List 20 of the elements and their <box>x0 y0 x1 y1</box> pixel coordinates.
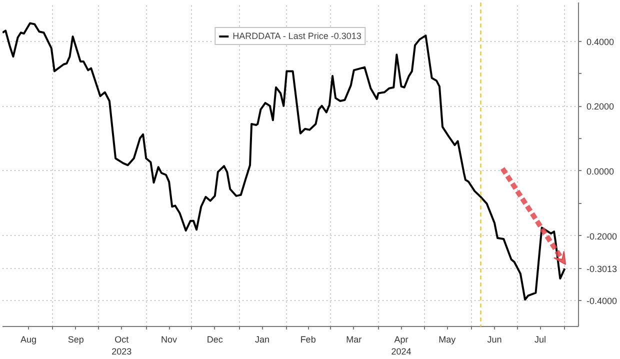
x-tick-label: May <box>438 334 456 344</box>
y-tick-label: -0.4000 <box>586 296 618 306</box>
y-tick-label: 0.2000 <box>586 102 614 112</box>
x-tick-label: Jan <box>254 334 270 344</box>
x-tick-label: Aug <box>20 334 36 344</box>
x-tick-label: Sep <box>68 334 84 344</box>
y-tick-label: 0.4000 <box>586 36 614 47</box>
line-series <box>2 22 566 301</box>
x-tick-label: Jun <box>487 334 502 344</box>
x-tick-label: Jul <box>534 334 546 344</box>
y-tick-label: -0.2000 <box>586 231 618 242</box>
x-tick-label: Nov <box>161 334 178 344</box>
x-tick-label: Dec <box>206 334 224 344</box>
x-tick-label: Mar <box>346 334 362 344</box>
y-tick-label: 0.0000 <box>586 166 614 176</box>
x-tick-label: Oct 2023 <box>112 334 132 356</box>
y-tick-label: -0.3013 <box>586 264 618 274</box>
x-tick-label: Apr 2024 <box>391 334 412 356</box>
x-tick-label: Feb <box>300 334 316 344</box>
legend-label: HARDDATA - Last Price -0.3013 <box>232 31 362 41</box>
